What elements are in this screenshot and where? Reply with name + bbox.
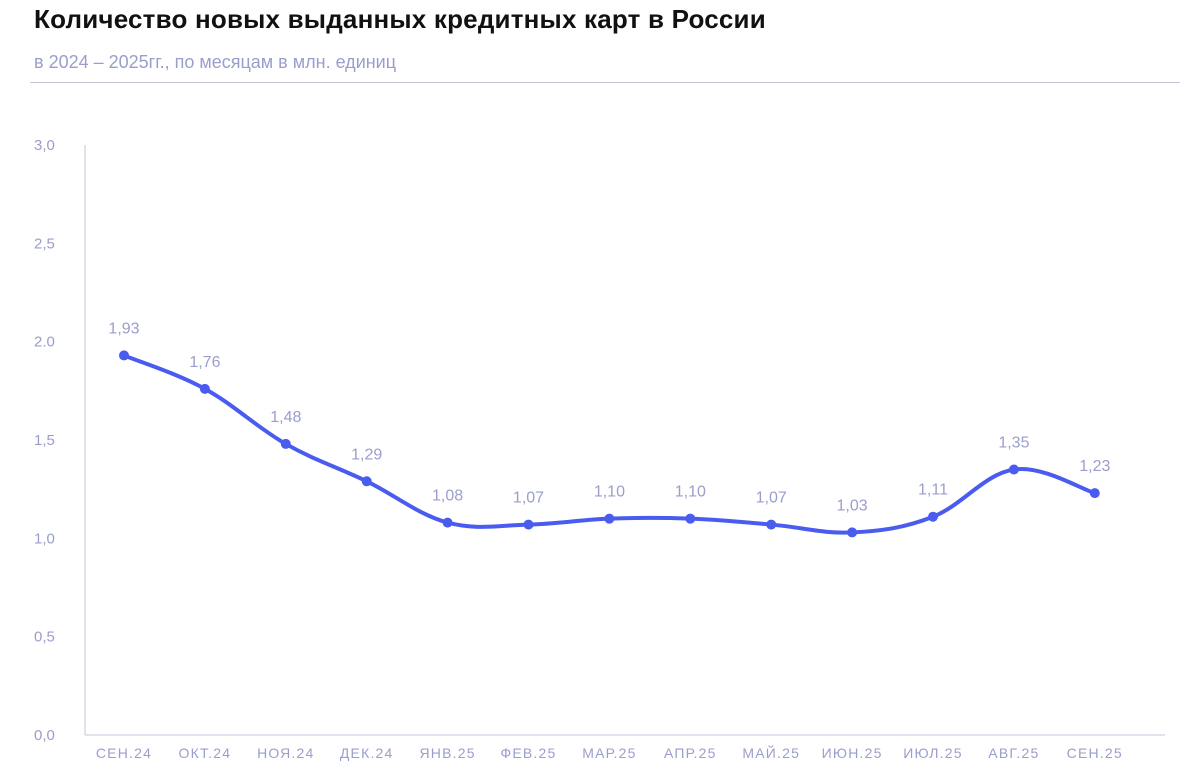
header-divider — [30, 82, 1180, 83]
x-tick-label: ОКТ.24 — [179, 745, 232, 761]
data-point — [685, 513, 696, 524]
data-label: 1,10 — [594, 484, 625, 501]
data-label: 1,23 — [1079, 458, 1110, 475]
x-tick-label: НОЯ.24 — [257, 745, 314, 761]
data-point — [847, 527, 858, 538]
data-label: 1,48 — [270, 409, 301, 426]
data-point — [1089, 488, 1100, 499]
y-tick-label: 1,5 — [34, 432, 55, 449]
data-point — [119, 350, 129, 361]
x-tick-label: ДЕК.24 — [340, 745, 394, 761]
data-point — [766, 519, 777, 530]
x-tick-label: СЕН.24 — [96, 745, 152, 761]
data-point — [442, 517, 453, 528]
x-tick-label: ФЕВ.25 — [501, 745, 557, 761]
data-point — [523, 519, 534, 530]
x-tick-label: ИЮЛ.25 — [903, 745, 962, 761]
data-label: 1,29 — [351, 446, 382, 463]
data-label: 1,03 — [837, 497, 868, 514]
data-label: 1,76 — [189, 354, 220, 371]
data-label: 1,93 — [108, 320, 139, 337]
data-label: 1,11 — [918, 482, 948, 499]
x-tick-label: СЕН.25 — [1067, 745, 1123, 761]
y-tick-label: 0,0 — [34, 727, 55, 744]
data-label: 1,08 — [432, 488, 463, 505]
chart-title: Количество новых выданных кредитных карт… — [34, 4, 766, 34]
y-tick-label: 3,0 — [34, 137, 55, 154]
x-tick-label: МАР.25 — [582, 745, 636, 761]
y-tick-label: 0,5 — [34, 629, 55, 646]
data-point — [928, 511, 938, 522]
data-point — [1008, 464, 1019, 475]
x-tick-label: МАЙ.25 — [742, 744, 800, 761]
data-point — [361, 476, 372, 487]
x-tick-label: ИЮН.25 — [822, 745, 883, 761]
y-tick-label: 2.0 — [34, 334, 55, 351]
x-tick-label: АПР.25 — [664, 745, 717, 761]
data-label: 1,35 — [998, 435, 1029, 452]
y-tick-label: 2,5 — [34, 235, 55, 252]
data-point — [280, 438, 291, 449]
x-tick-label: ЯНВ.25 — [419, 745, 475, 761]
data-point — [604, 513, 615, 524]
data-label: 1,10 — [675, 484, 706, 501]
series-line — [122, 353, 1097, 535]
chart-subtitle: в 2024 – 2025гг., по месяцам в млн. един… — [34, 52, 397, 72]
x-tick-label: АВГ.25 — [988, 745, 1039, 761]
data-label: 1,07 — [513, 490, 544, 507]
data-label: 1,07 — [756, 490, 787, 507]
data-point — [199, 383, 210, 394]
y-tick-label: 1,0 — [34, 530, 55, 547]
